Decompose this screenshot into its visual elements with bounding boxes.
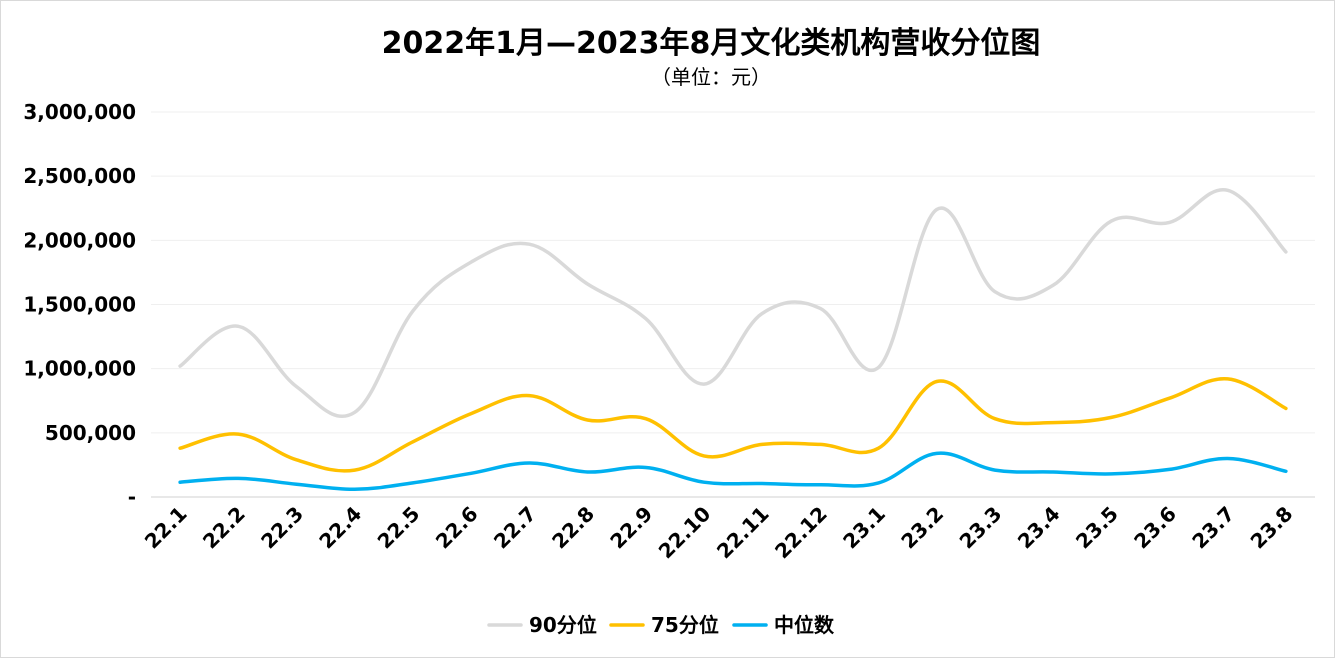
x-tick-label: 23.2 [896, 502, 948, 554]
y-tick-label: - [128, 485, 136, 509]
x-tick-label: 22.3 [256, 502, 308, 554]
x-tick-label: 22.5 [373, 502, 425, 554]
x-tick-label: 23.8 [1246, 502, 1298, 554]
gridlines [151, 111, 1315, 498]
x-tick-label: 22.11 [712, 502, 774, 564]
y-tick-label: 1,500,000 [23, 293, 136, 317]
x-axis-ticks: 22.1 22.2 22.3 22.4 22.5 22.6 22.7 22.8 22.922.1… [140, 502, 1298, 564]
x-tick-label: 23.4 [1013, 502, 1065, 554]
x-tick-label: 22.7 [489, 502, 541, 554]
y-tick-label: 2,000,000 [23, 228, 136, 252]
y-tick-label: 1,000,000 [23, 357, 136, 381]
x-tick-label: 22.9 [605, 502, 657, 554]
chart-title: 2022年1月—2023年8月文化类机构营收分位图 [382, 26, 1041, 61]
legend-label: 中位数 [774, 613, 835, 637]
series-line-2 [178, 451, 1288, 492]
y-tick-label: 500,000 [45, 421, 136, 445]
y-axis-ticks: - 500,000 1,000,000 1,500,000 2,000,000 2,500… [23, 100, 136, 509]
x-tick-label: 23.5 [1071, 502, 1123, 554]
x-tick-label: 23.1 [838, 502, 890, 554]
series-lines [178, 188, 1288, 492]
x-tick-label: 22.12 [770, 502, 832, 564]
x-tick-label: 22.2 [198, 502, 250, 554]
legend-label: 75分位 [651, 613, 719, 637]
x-tick-label: 22.8 [547, 502, 599, 554]
series-line-1 [178, 377, 1288, 473]
legend: 90分位 75分位 中位数 [487, 613, 835, 637]
y-tick-label: 3,000,000 [23, 100, 136, 124]
x-tick-label: 23.3 [955, 502, 1007, 554]
x-tick-label: 22.6 [431, 502, 483, 554]
legend-label: 90分位 [529, 613, 597, 637]
x-tick-label: 23.7 [1187, 502, 1239, 554]
series-line-0 [178, 188, 1288, 419]
x-tick-label: 23.6 [1129, 502, 1181, 554]
y-tick-label: 2,500,000 [23, 164, 136, 188]
x-tick-label: 22.4 [314, 502, 366, 554]
chart-subtitle: （单位：元） [651, 65, 771, 89]
x-tick-label: 22.10 [654, 502, 716, 564]
x-tick-label: 22.1 [140, 502, 192, 554]
